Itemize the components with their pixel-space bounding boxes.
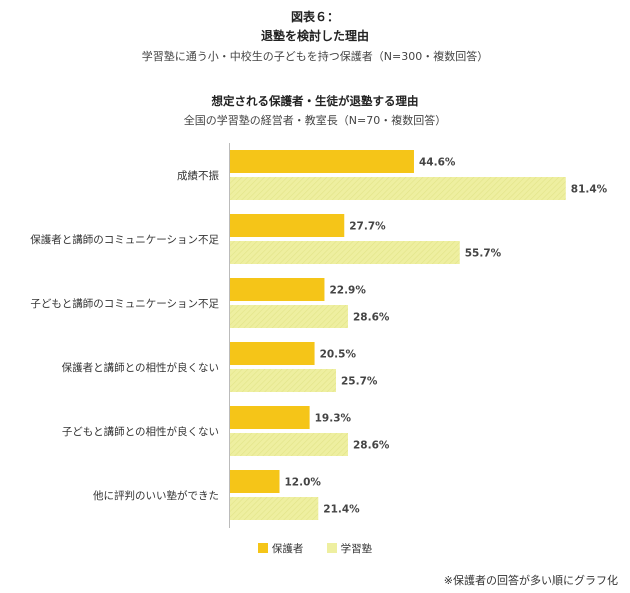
legend-label-cram-school: 学習塾 <box>340 543 373 555</box>
chart-title: 想定される保護者・生徒が退塾する理由 <box>211 94 419 108</box>
category-label: 保護者と講師との相性が良くない <box>62 361 219 374</box>
bar-cram-school <box>230 433 348 456</box>
value-label-guardian: 27.7% <box>349 221 386 233</box>
bar-cram-school <box>230 177 566 200</box>
category-label: 成績不振 <box>177 169 219 182</box>
bar-guardian <box>230 342 315 365</box>
legend-label-guardian: 保護者 <box>271 543 304 555</box>
bar-cram-school <box>230 305 348 328</box>
bar-guardian <box>230 214 345 237</box>
legend-item-cram-school: 学習塾 <box>326 541 373 556</box>
figure-subtitle: 学習塾に通う小・中校生の子どもを持つ保護者（N=300・複数回答） <box>141 50 489 63</box>
legend-item-guardian: 保護者 <box>257 541 304 556</box>
value-label-cram-school: 55.7% <box>465 248 502 260</box>
bar-guardian <box>230 150 414 173</box>
value-label-cram-school: 28.6% <box>353 312 390 324</box>
value-label-cram-school: 81.4% <box>571 184 608 196</box>
value-label-guardian: 19.3% <box>315 413 352 425</box>
legend-swatch-cram-school <box>326 543 337 553</box>
bar-guardian <box>230 470 280 493</box>
value-label-cram-school: 25.7% <box>341 376 378 388</box>
value-label-guardian: 20.5% <box>320 349 357 361</box>
category-label: 子どもと講師との相性が良くない <box>62 425 219 438</box>
value-label-cram-school: 28.6% <box>353 440 390 452</box>
bar-cram-school <box>230 497 319 520</box>
category-label: 子どもと講師のコミュニケーション不足 <box>30 297 219 310</box>
bar-cram-school <box>230 241 460 264</box>
bar-guardian <box>230 406 310 429</box>
bar-cram-school <box>230 369 337 392</box>
category-label: 保護者と講師のコミュニケーション不足 <box>30 233 219 246</box>
category-label: 他に評判のいい塾ができた <box>93 489 219 502</box>
chart-subtitle: 全国の学習塾の経営者・教室長（N=70・複数回答） <box>183 114 447 127</box>
value-label-guardian: 12.0% <box>285 477 322 489</box>
legend-swatch-guardian <box>257 543 268 553</box>
value-label-guardian: 44.6% <box>419 157 456 169</box>
value-label-guardian: 22.9% <box>329 285 366 297</box>
bar-guardian <box>230 278 325 301</box>
value-label-cram-school: 21.4% <box>323 504 360 516</box>
figure-title: 退塾を検討した理由 <box>260 29 369 43</box>
chart-legend: 保護者 学習塾 <box>0 541 630 556</box>
bar-chart: 成績不振 44.6% 81.4% 保護者と講師のコミュニケーション不足 27.7% 55.… <box>30 143 608 528</box>
footnote: ※保護者の回答が多い順にグラフ化 <box>443 574 618 587</box>
figure-label: 図表６： <box>290 10 339 24</box>
